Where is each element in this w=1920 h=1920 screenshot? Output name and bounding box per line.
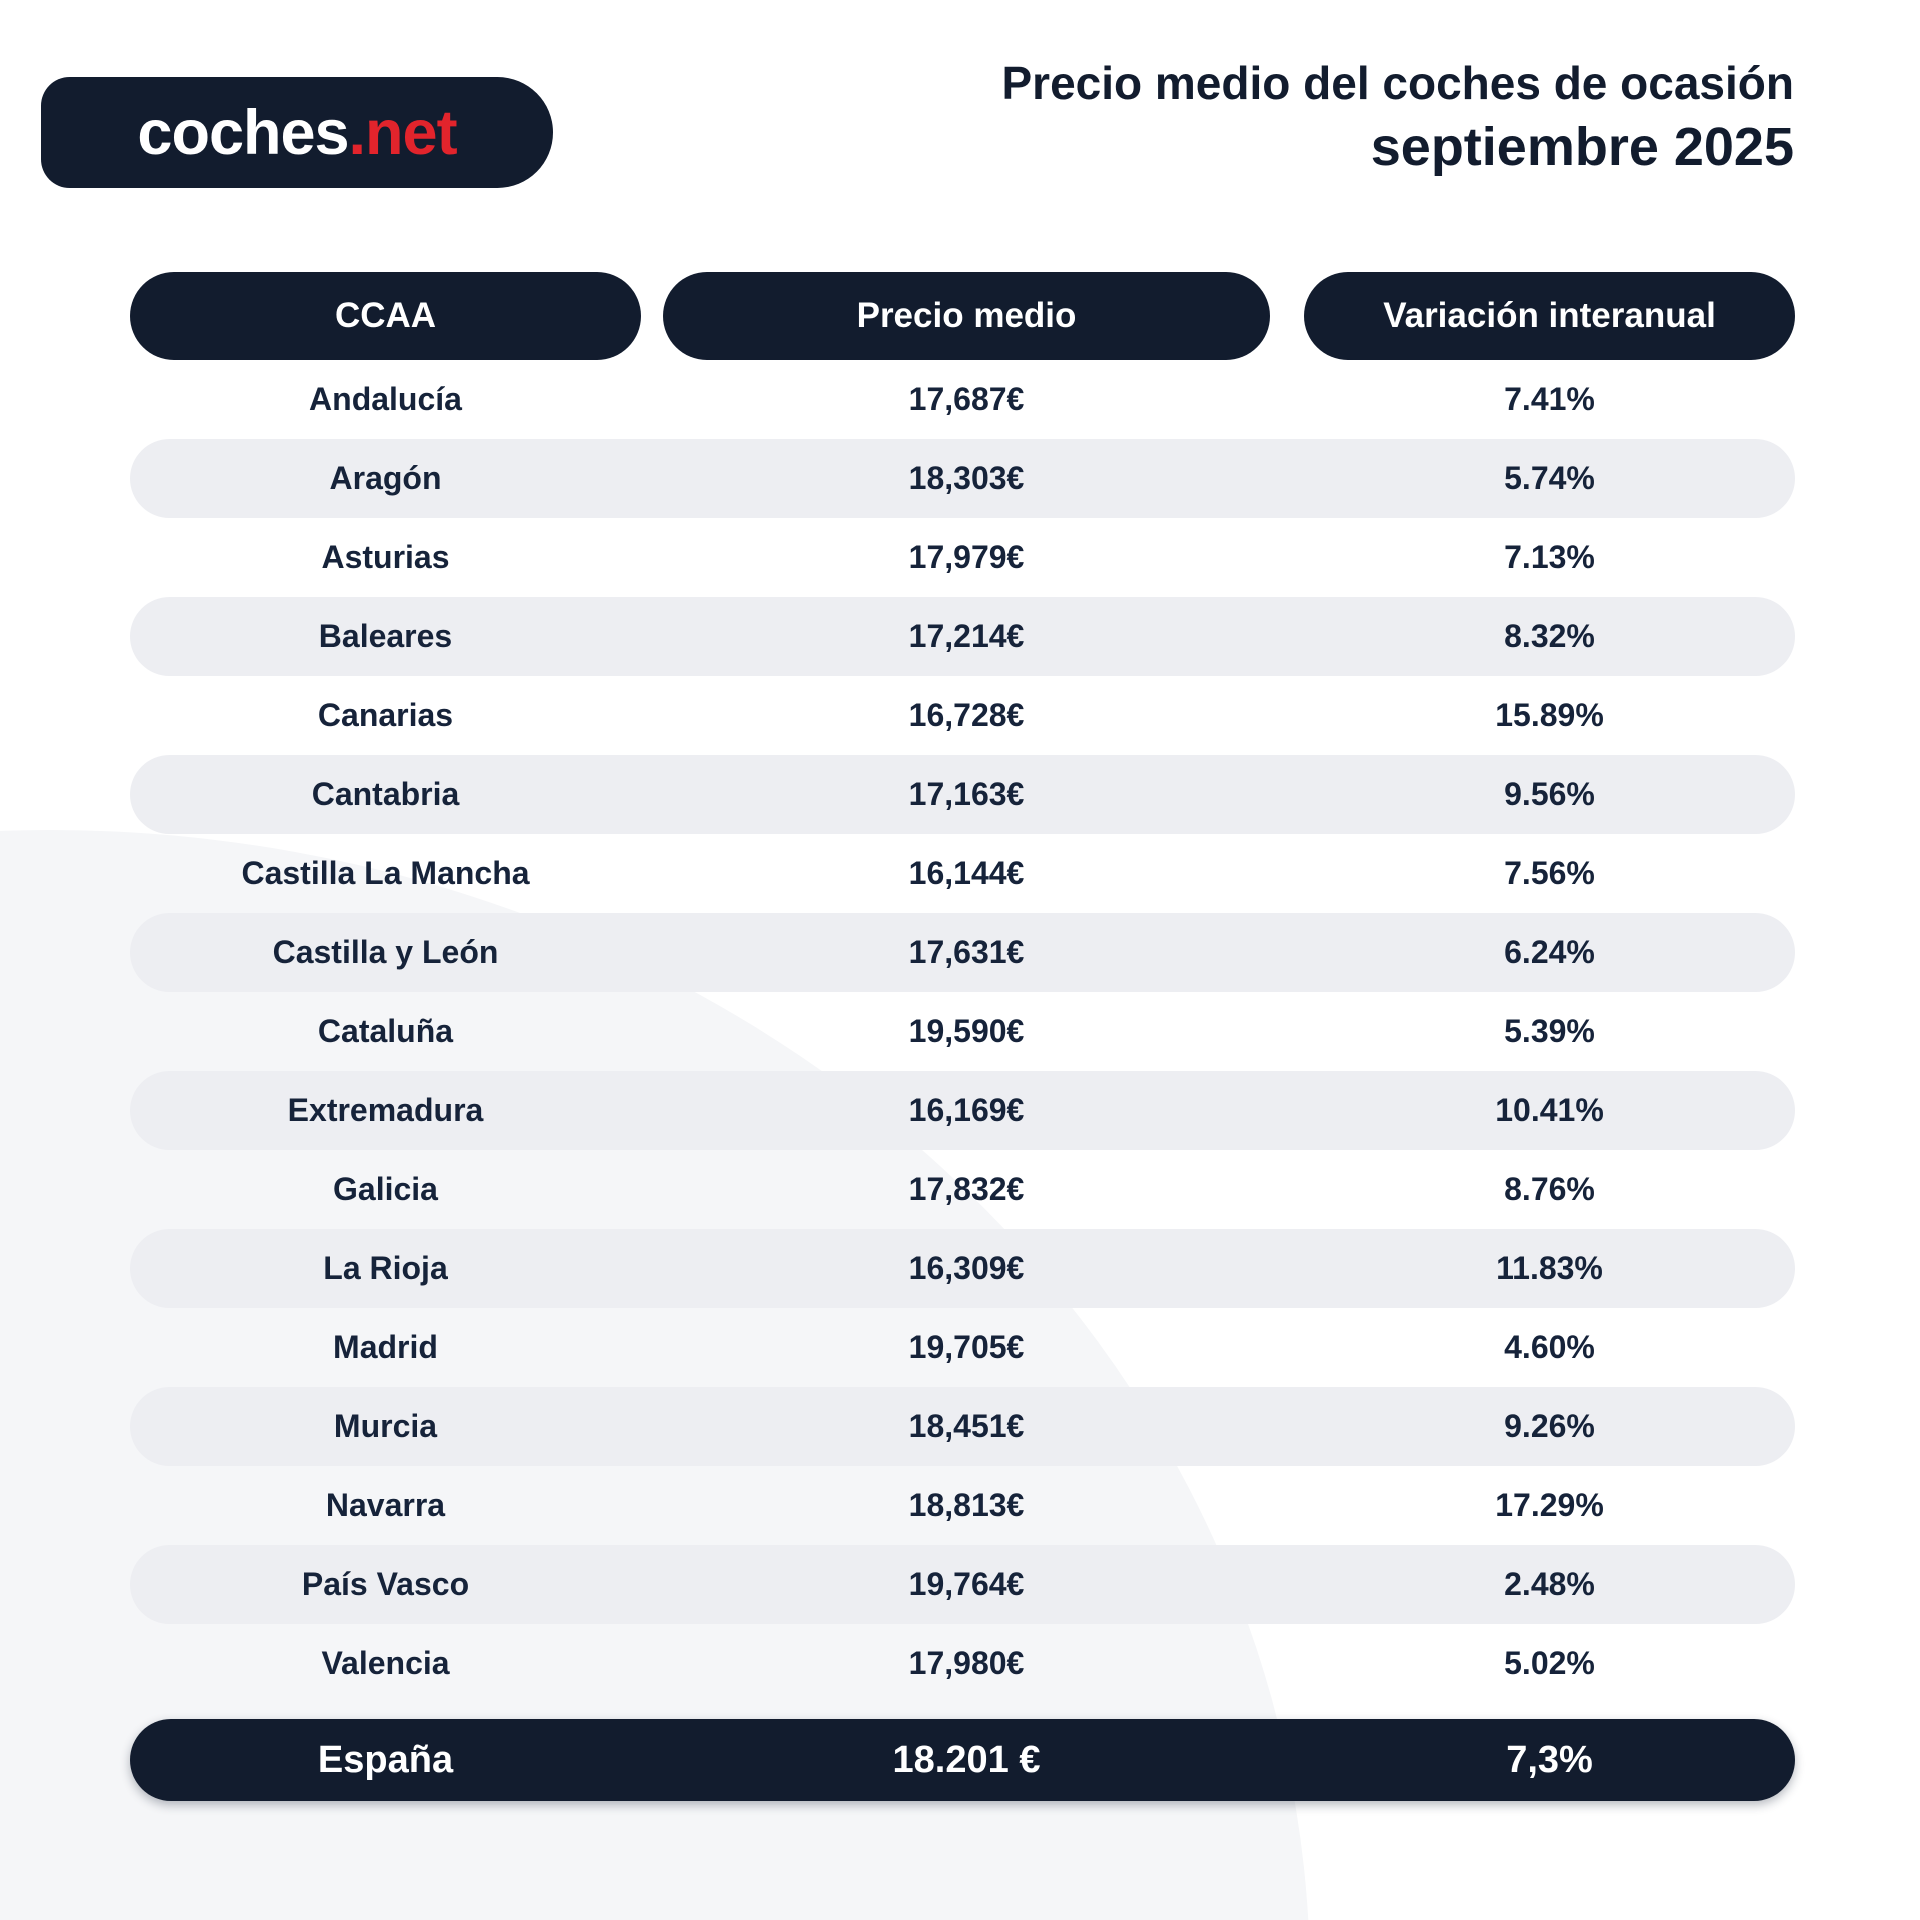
column-header-ccaa: CCAA <box>130 272 641 360</box>
table-row: Baleares 17,214€ 8.32% <box>130 597 1795 676</box>
table-row: Navarra 18,813€ 17.29% <box>130 1466 1795 1545</box>
cell-region: Galicia <box>333 1171 438 1207</box>
cell-precio: 17,832€ <box>908 1171 1025 1207</box>
cell-region: Canarias <box>317 697 454 733</box>
cell-region: Cantabria <box>311 776 460 812</box>
table-row: Cataluña 19,590€ 5.39% <box>130 992 1795 1071</box>
table-row: Cantabria 17,163€ 9.56% <box>130 755 1795 834</box>
cell-precio: 18,813€ <box>908 1487 1025 1523</box>
cell-precio: 16,169€ <box>908 1092 1025 1128</box>
column-header-variacion-interanual: Variación interanual <box>1304 272 1795 360</box>
table-row: La Rioja 16,309€ 11.83% <box>130 1229 1795 1308</box>
logo-text-coches: coches <box>137 97 349 168</box>
total-cell-variacion: 7,3% <box>1506 1738 1593 1781</box>
total-cell-precio: 18.201 € <box>892 1738 1041 1781</box>
cell-precio: 19,705€ <box>908 1329 1025 1365</box>
cell-precio: 19,590€ <box>908 1013 1025 1049</box>
cell-variacion: 4.60% <box>1504 1329 1595 1365</box>
cell-precio: 17,979€ <box>908 539 1025 575</box>
cell-variacion: 5.02% <box>1504 1645 1595 1681</box>
cell-precio: 17,687€ <box>908 381 1025 417</box>
cell-variacion: 7.41% <box>1504 381 1595 417</box>
table-body: Andalucía 17,687€ 7.41% Aragón 18,303€ 5… <box>130 360 1795 1703</box>
cell-precio: 17,980€ <box>908 1645 1025 1681</box>
cell-region: Madrid <box>333 1329 438 1365</box>
cell-precio: 19,764€ <box>908 1566 1025 1602</box>
page-title-line1: Precio medio del coches de ocasión <box>1001 57 1795 109</box>
cell-precio: 16,309€ <box>908 1250 1025 1286</box>
cell-variacion: 9.56% <box>1504 776 1595 812</box>
page-title: Precio medio del coches de ocasión septi… <box>1002 56 1795 178</box>
cell-variacion: 9.26% <box>1504 1408 1595 1444</box>
cell-variacion: 11.83% <box>1496 1250 1603 1286</box>
cell-region: Baleares <box>318 618 453 654</box>
table-total-row-espana: España 18.201 € 7,3% <box>130 1719 1795 1801</box>
table-header-row: CCAA Precio medio Variación interanual <box>130 272 1795 360</box>
logo-text-net: .net <box>348 97 458 168</box>
price-table: CCAA Precio medio Variación interanual A… <box>130 272 1795 1801</box>
cell-precio: 18,451€ <box>908 1408 1025 1444</box>
total-cell-region: España <box>317 1738 454 1781</box>
cell-region: Valencia <box>321 1645 450 1681</box>
cell-precio: 18,303€ <box>908 460 1025 496</box>
table-row: Asturias 17,979€ 7.13% <box>130 518 1795 597</box>
cell-region: La Rioja <box>323 1250 448 1286</box>
table-row: Extremadura 16,169€ 10.41% <box>130 1071 1795 1150</box>
cell-region: Castilla y León <box>272 934 499 970</box>
cell-variacion: 2.48% <box>1504 1566 1595 1602</box>
table-row: Castilla y León 17,631€ 6.24% <box>130 913 1795 992</box>
page-title-line2: septiembre 2025 <box>1370 117 1794 177</box>
cell-precio: 16,728€ <box>908 697 1025 733</box>
cell-variacion: 17.29% <box>1495 1487 1604 1523</box>
column-header-precio-medio: Precio medio <box>663 272 1270 360</box>
table-row: Andalucía 17,687€ 7.41% <box>130 360 1795 439</box>
coches-net-logo: coches .net <box>41 77 553 188</box>
cell-region: Cataluña <box>317 1013 454 1049</box>
cell-variacion: 7.13% <box>1504 539 1595 575</box>
cell-precio: 17,163€ <box>908 776 1025 812</box>
cell-precio: 16,144€ <box>908 855 1025 891</box>
cell-region: Andalucía <box>309 381 462 417</box>
cell-variacion: 5.74% <box>1504 460 1595 496</box>
cell-variacion: 8.76% <box>1504 1171 1595 1207</box>
cell-region: Navarra <box>325 1487 446 1523</box>
cell-variacion: 5.39% <box>1504 1013 1595 1049</box>
table-row: Valencia 17,980€ 5.02% <box>130 1624 1795 1703</box>
cell-precio: 17,214€ <box>908 618 1025 654</box>
table-row: Castilla La Mancha 16,144€ 7.56% <box>130 834 1795 913</box>
table-row: Canarias 16,728€ 15.89% <box>130 676 1795 755</box>
cell-variacion: 6.24% <box>1504 934 1595 970</box>
cell-region: Castilla La Mancha <box>241 855 530 891</box>
table-row: Aragón 18,303€ 5.74% <box>130 439 1795 518</box>
cell-region: Murcia <box>333 1408 438 1444</box>
table-row: Madrid 19,705€ 4.60% <box>130 1308 1795 1387</box>
cell-region: País Vasco <box>301 1566 470 1602</box>
cell-variacion: 10.41% <box>1495 1092 1604 1128</box>
cell-region: Asturias <box>321 539 450 575</box>
cell-variacion: 8.32% <box>1504 618 1595 654</box>
cell-variacion: 15.89% <box>1495 697 1604 733</box>
cell-region: Aragón <box>329 460 442 496</box>
cell-variacion: 7.56% <box>1504 855 1595 891</box>
table-row: País Vasco 19,764€ 2.48% <box>130 1545 1795 1624</box>
cell-precio: 17,631€ <box>908 934 1025 970</box>
table-row: Galicia 17,832€ 8.76% <box>130 1150 1795 1229</box>
cell-region: Extremadura <box>287 1092 484 1128</box>
table-row: Murcia 18,451€ 9.26% <box>130 1387 1795 1466</box>
